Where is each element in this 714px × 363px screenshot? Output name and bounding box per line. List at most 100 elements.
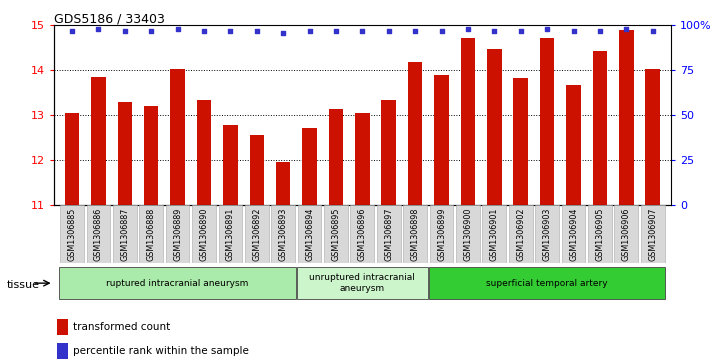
Text: GSM1306906: GSM1306906 [622, 208, 630, 261]
Bar [139, 205, 163, 263]
Bar [536, 205, 559, 263]
Bar [249, 135, 264, 205]
Point [647, 28, 658, 34]
Point [331, 28, 342, 34]
Point [304, 28, 316, 34]
Text: GDS5186 / 33403: GDS5186 / 33403 [54, 13, 164, 26]
Bar [197, 99, 211, 205]
Bar [218, 205, 242, 263]
Point [462, 26, 473, 32]
Text: GSM1306888: GSM1306888 [146, 208, 156, 261]
Bar [377, 205, 401, 263]
Text: GSM1306885: GSM1306885 [68, 208, 76, 261]
Bar [430, 205, 453, 263]
Bar [192, 205, 216, 263]
Text: GSM1306893: GSM1306893 [278, 208, 288, 261]
Bar [619, 30, 633, 205]
Bar [60, 205, 84, 263]
Bar [540, 38, 554, 205]
Text: GSM1306903: GSM1306903 [543, 208, 552, 261]
Bar [566, 85, 580, 205]
Bar [615, 205, 638, 263]
Bar [144, 106, 159, 205]
Text: ruptured intracranial aneurysm: ruptured intracranial aneurysm [106, 279, 248, 287]
Text: GSM1306905: GSM1306905 [595, 208, 604, 261]
Point [541, 26, 553, 32]
Bar [509, 205, 533, 263]
Bar [487, 49, 501, 205]
Point [225, 28, 236, 34]
Point [278, 30, 289, 36]
Text: GSM1306902: GSM1306902 [516, 208, 526, 261]
Text: unruptured intracranial
aneurysm: unruptured intracranial aneurysm [309, 273, 416, 293]
Bar [355, 113, 370, 205]
Text: GSM1306907: GSM1306907 [648, 208, 657, 261]
Bar [562, 205, 585, 263]
Bar [171, 69, 185, 205]
Text: GSM1306891: GSM1306891 [226, 208, 235, 261]
Point [66, 28, 78, 34]
Bar [645, 69, 660, 205]
Point [146, 28, 157, 34]
Bar [302, 128, 317, 205]
Text: GSM1306897: GSM1306897 [384, 208, 393, 261]
Bar [56, 343, 68, 359]
Point [568, 28, 579, 34]
Point [198, 28, 210, 34]
Point [172, 26, 183, 32]
Text: superficial temporal artery: superficial temporal artery [486, 279, 608, 287]
Bar [324, 205, 348, 263]
Point [515, 28, 526, 34]
Point [93, 26, 104, 32]
Bar [408, 62, 423, 205]
Bar [588, 205, 612, 263]
Bar [434, 75, 449, 205]
Text: GSM1306887: GSM1306887 [121, 208, 129, 261]
Bar [640, 205, 665, 263]
Text: GSM1306904: GSM1306904 [569, 208, 578, 261]
Bar [351, 205, 374, 263]
Text: GSM1306892: GSM1306892 [252, 208, 261, 261]
Text: GSM1306900: GSM1306900 [463, 208, 473, 261]
Text: GSM1306890: GSM1306890 [199, 208, 208, 261]
Point [488, 28, 500, 34]
Point [356, 28, 368, 34]
Point [409, 28, 421, 34]
Text: percentile rank within the sample: percentile rank within the sample [74, 346, 249, 356]
Bar [456, 205, 480, 263]
Bar [245, 205, 268, 263]
Bar [593, 51, 607, 205]
Bar [223, 125, 238, 205]
Bar [271, 205, 295, 263]
Bar [91, 77, 106, 205]
Point [119, 28, 131, 34]
Bar [328, 109, 343, 205]
Bar [298, 205, 321, 263]
Text: transformed count: transformed count [74, 322, 171, 332]
Bar [65, 113, 79, 205]
Text: GSM1306901: GSM1306901 [490, 208, 499, 261]
Text: GSM1306899: GSM1306899 [437, 208, 446, 261]
Bar [461, 38, 476, 205]
Point [620, 26, 632, 32]
Bar [403, 205, 427, 263]
Text: tissue: tissue [7, 280, 40, 290]
Text: GSM1306894: GSM1306894 [305, 208, 314, 261]
Bar [297, 267, 428, 299]
Point [594, 28, 605, 34]
Bar [118, 102, 132, 205]
Point [383, 28, 394, 34]
Bar [429, 267, 665, 299]
Point [436, 28, 447, 34]
Text: GSM1306889: GSM1306889 [173, 208, 182, 261]
Bar [276, 162, 291, 205]
Bar [483, 205, 506, 263]
Bar [56, 319, 68, 335]
Bar [59, 267, 296, 299]
Bar [113, 205, 136, 263]
Bar [86, 205, 110, 263]
Text: GSM1306898: GSM1306898 [411, 208, 420, 261]
Text: GSM1306886: GSM1306886 [94, 208, 103, 261]
Text: GSM1306895: GSM1306895 [331, 208, 341, 261]
Text: GSM1306896: GSM1306896 [358, 208, 367, 261]
